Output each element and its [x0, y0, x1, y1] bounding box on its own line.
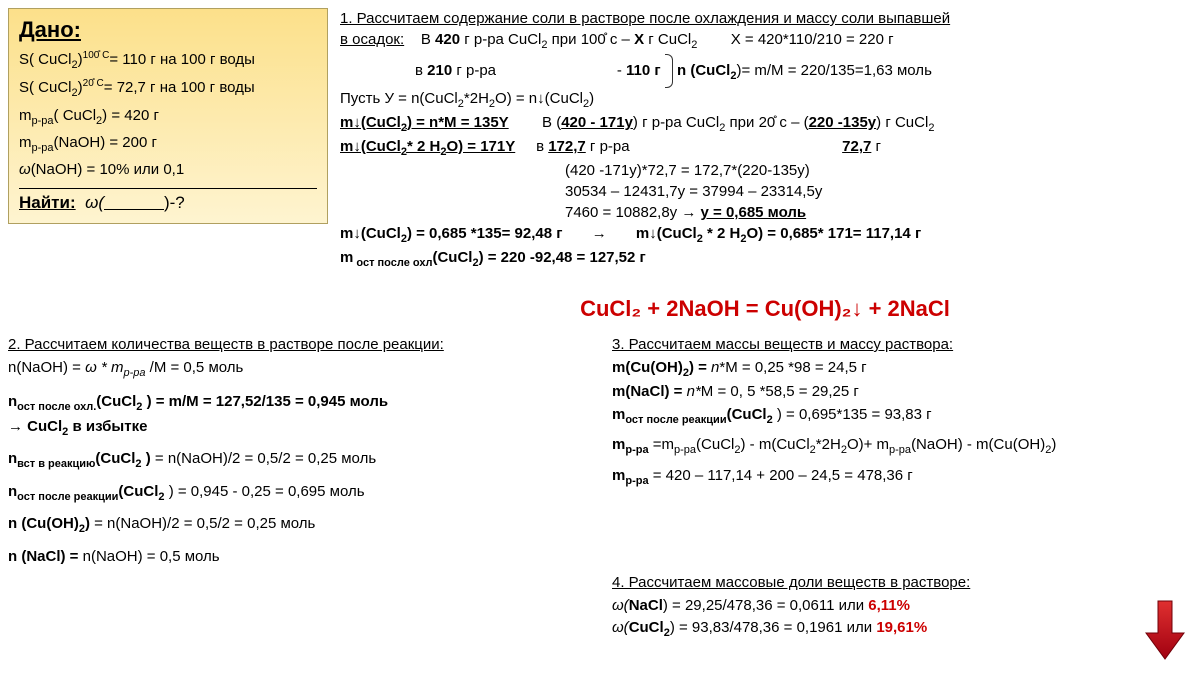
t: )-? — [164, 193, 185, 212]
t: 172,7 — [548, 138, 586, 155]
t: г р-ра CuCl — [460, 31, 541, 48]
t: ω( — [85, 193, 104, 212]
given-m1: mр-ра( CuCl2) = 420 г — [19, 106, 317, 128]
find-blank — [104, 196, 164, 210]
t: 100̊ С — [83, 50, 110, 61]
given-m2: mр-ра(NaOH) = 200 г — [19, 133, 317, 155]
t: m↓(CuCl2) = 0,685 *135= 92,48 г — [340, 225, 563, 242]
line: nост после реакции(CuCl2 ) = 0,945 - 0,2… — [8, 481, 598, 506]
t: m — [340, 249, 353, 266]
t: в — [415, 62, 427, 79]
t: В — [421, 31, 435, 48]
t: при 20̊ с – ( — [725, 114, 808, 131]
t: ( CuCl — [54, 107, 97, 124]
t: ) = 420 г — [102, 107, 159, 124]
find-line: Найти: ω( )-? — [19, 188, 317, 213]
t: у = 0,685 моль — [701, 204, 807, 221]
section-1: 1. Рассчитаем содержание соли в растворе… — [340, 8, 1190, 272]
find-label: Найти: — [19, 193, 76, 212]
t: Х = 420*110/210 = 220 г — [731, 31, 894, 48]
t: г — [871, 138, 881, 155]
t: m↓(CuCl2 * 2 H2O) = 0,685* 171= 117,14 г — [636, 225, 921, 242]
line: ω(NaCl) = 29,25/478,36 = 0,0611 или 6,11… — [612, 595, 1192, 618]
given-title: Дано: — [19, 17, 317, 43]
t: ) — [589, 90, 594, 107]
s3-heading: 3. Рассчитаем массы веществ и массу раст… — [612, 334, 1192, 357]
line: → CuCl2 в избытке — [8, 416, 598, 441]
line: nост после охл.(CuCl2 ) = m/M = 127,52/1… — [8, 391, 598, 416]
t: 420 - 171у — [561, 114, 633, 131]
t: г р-ра — [586, 138, 630, 155]
t: при 100̊ с – — [548, 31, 635, 48]
t: Х — [634, 31, 644, 48]
section-2: 2. Рассчитаем количества веществ в раств… — [8, 334, 598, 568]
t: O) = n↓(CuCl — [495, 90, 583, 107]
t: 72,7 — [842, 138, 871, 155]
t: ω — [19, 161, 31, 178]
s2-heading: 2. Рассчитаем количества веществ в раств… — [8, 334, 598, 357]
t: 7460 = 10882,8у → — [565, 204, 701, 221]
t: 30534 – 12431,7у = 37994 – 23314,5у — [340, 182, 1190, 202]
t: ) г CuCl — [876, 114, 928, 131]
line: nвст в реакцию(CuCl2 ) = n(NaOH)/2 = 0,5… — [8, 448, 598, 473]
t: *2H — [464, 90, 489, 107]
t: 210 — [427, 62, 452, 79]
given-s2: S( CuCl2)20̊ С= 72,7 г на 100 г воды — [19, 77, 317, 100]
arrow-right-icon: → — [592, 225, 607, 242]
t: m — [19, 134, 32, 151]
line: m(Cu(OH)2) = n*M = 0,25 *98 = 24,5 г — [612, 357, 1192, 382]
t: (NaOH) = 10% или 0,1 — [31, 161, 184, 178]
bracket-icon — [665, 54, 673, 88]
t: m — [19, 107, 32, 124]
t: (420 -171у)*72,7 = 172,7*(220-135у) — [340, 161, 1190, 181]
t: в — [536, 138, 548, 155]
line: n (Cu(OH)2) = n(NaOH)/2 = 0,5/2 = 0,25 м… — [8, 513, 598, 538]
s4-heading: 4. Рассчитаем массовые доли веществ в ра… — [612, 572, 1192, 595]
t: = 110 г на 100 г воды — [109, 51, 255, 68]
t: 110 г — [626, 62, 661, 79]
line: n(NaOH) = ω * mр-ра /M = 0,5 моль — [8, 357, 598, 382]
line: mр-ра =mр-ра(CuCl2) - m(CuCl2*2H2O)+ mр-… — [612, 434, 1192, 459]
given-w: ω(NaOH) = 10% или 0,1 — [19, 160, 317, 180]
reaction-equation: CuCl₂ + 2NaOH = Cu(OH)₂↓ + 2NaCl — [340, 296, 1190, 322]
given-box: Дано: S( CuCl2)100̊ С= 110 г на 100 г во… — [8, 8, 328, 224]
t: n (CuCl — [677, 62, 730, 79]
t: ) г р-ра CuCl — [633, 114, 719, 131]
t: = 72,7 г на 100 г воды — [104, 79, 255, 96]
line: mост после реакции(CuCl2 ) = 0,695*135 =… — [612, 404, 1192, 429]
line: mр-ра = 420 – 117,14 + 200 – 24,5 = 478,… — [612, 465, 1192, 490]
t: р-ра — [32, 142, 54, 154]
t: 420 — [435, 31, 460, 48]
t: m↓(CuCl2* 2 H2O) = 171Y — [340, 138, 515, 155]
t: г CuCl — [644, 31, 691, 48]
line: n (NaCl) = n(NaOH) = 0,5 моль — [8, 546, 598, 569]
t: 20̊ С — [83, 78, 104, 89]
t: в осадок: — [340, 31, 404, 48]
t: ост после охл — [353, 257, 432, 269]
t: (CuCl2) = 220 -92,48 = 127,52 г — [432, 249, 645, 266]
t: m↓(CuCl2) = n*M = 135Y — [340, 114, 509, 131]
t: г р-ра — [452, 62, 496, 79]
given-s1: S( CuCl2)100̊ С= 110 г на 100 г воды — [19, 49, 317, 72]
section-4: 4. Рассчитаем массовые доли веществ в ра… — [612, 572, 1192, 642]
line: m(NaCl) = n*M = 0, 5 *58,5 = 29,25 г — [612, 381, 1192, 404]
arrow-down-icon — [1144, 599, 1186, 661]
t: Пусть У = n(CuCl — [340, 90, 458, 107]
s1-heading: 1. Рассчитаем содержание соли в растворе… — [340, 10, 950, 27]
t: S( CuCl — [19, 79, 72, 96]
t: )= m/M = 220/135=1,63 моль — [736, 62, 931, 79]
section-3: 3. Рассчитаем массы веществ и массу раст… — [612, 334, 1192, 489]
t: р-ра — [32, 115, 54, 127]
t: S( CuCl — [19, 51, 72, 68]
t: 220 -135у — [809, 114, 877, 131]
line: ω(CuCl2) = 93,83/478,36 = 0,1961 или 19,… — [612, 617, 1192, 642]
t: - — [617, 62, 626, 79]
t: В ( — [542, 114, 561, 131]
t: (NaOH) = 200 г — [54, 134, 157, 151]
